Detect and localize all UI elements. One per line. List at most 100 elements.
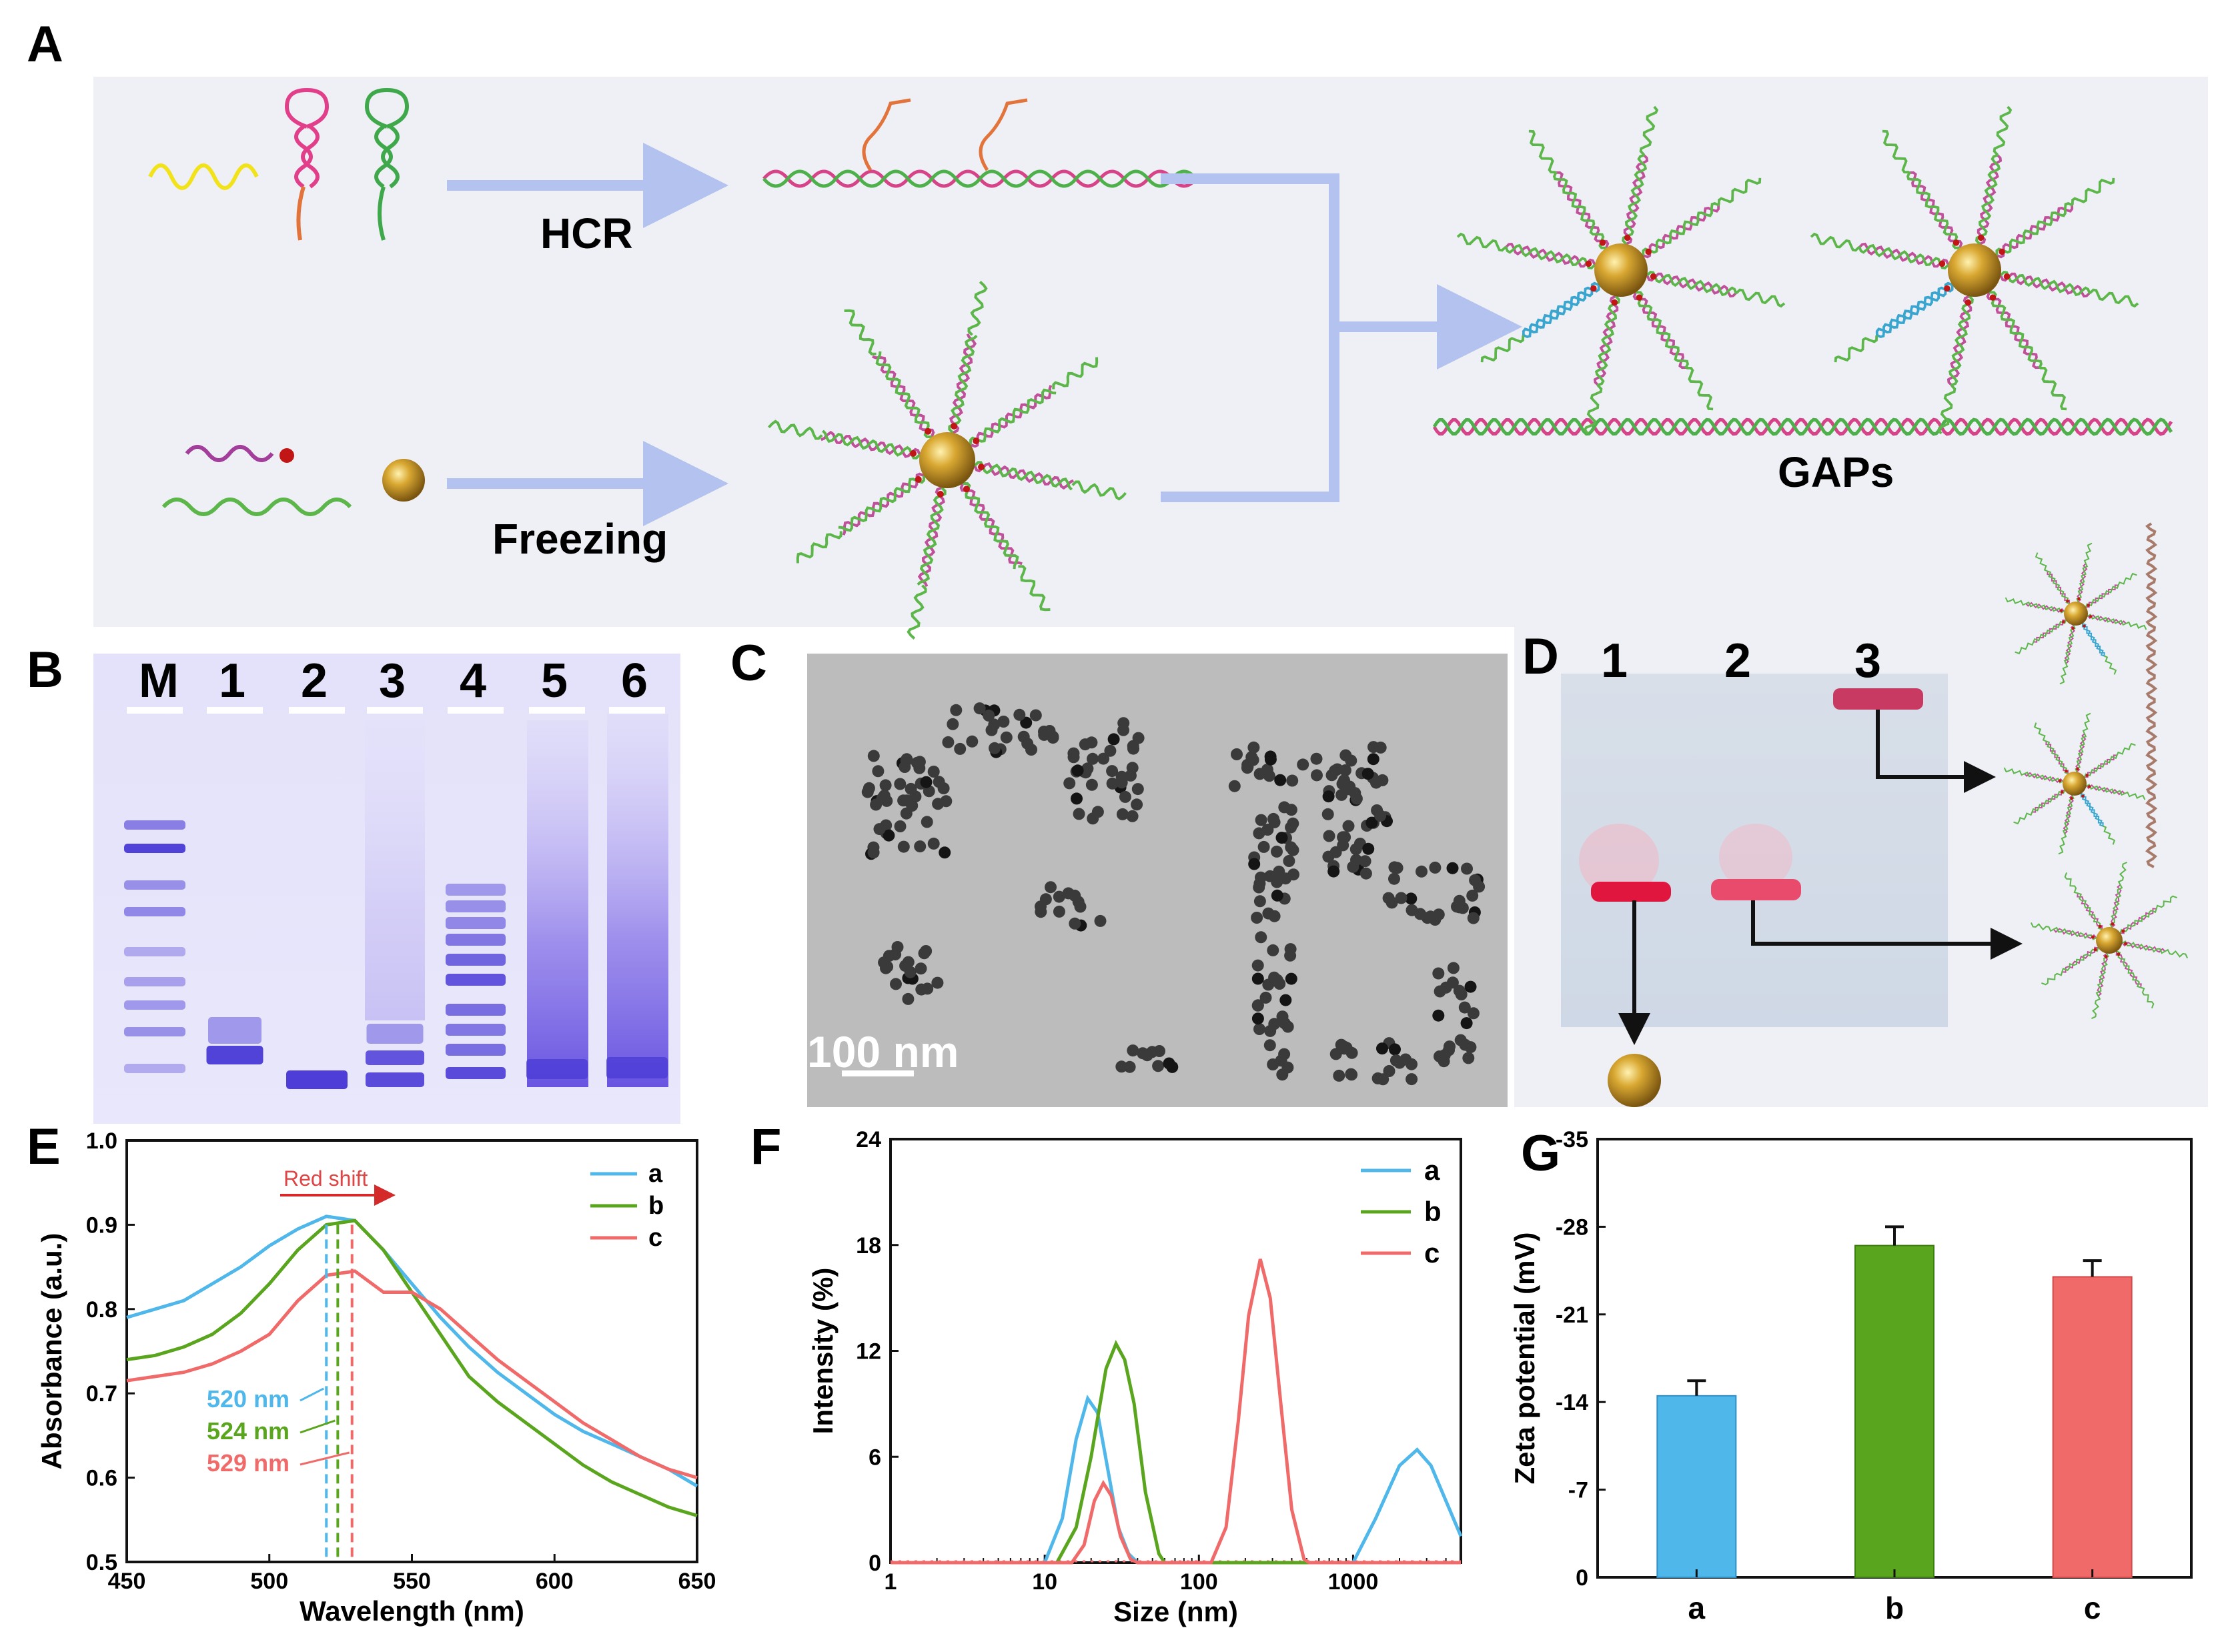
- gel-smear: [607, 714, 668, 1087]
- bare-aunp-icon: [1608, 1054, 1661, 1107]
- gel-band: [124, 977, 185, 986]
- legend-label-a: a: [648, 1160, 663, 1188]
- gel-band: [446, 900, 506, 912]
- gel-band: [366, 1072, 424, 1087]
- gel-band: [366, 1050, 424, 1065]
- panel-d: D 1 2 3: [1514, 522, 2208, 1107]
- gel-d-band-3: [1833, 688, 1923, 710]
- legend-label-c: c: [648, 1224, 662, 1252]
- gel-b-lane-2: 2: [301, 654, 328, 708]
- gel-band: [206, 1046, 263, 1064]
- y-tick-label: -14: [1556, 1390, 1588, 1415]
- y-tick-label: -21: [1556, 1303, 1588, 1328]
- y-tick-label: -7: [1568, 1478, 1588, 1503]
- y-axis-label: Intensity (%): [807, 1268, 839, 1435]
- scale-bar: [842, 1070, 914, 1076]
- y-tick-label: 18: [856, 1233, 881, 1259]
- panel-e: E 450 500 550 600 650 0.5 0.6 0.7 0.8 0.9 1.0 Wavel…: [27, 1118, 716, 1627]
- chart-e: 450 500 550 600 650 0.5 0.6 0.7 0.8 0.9 1.0 Wavelen…: [36, 1128, 716, 1627]
- gel-band: [124, 1027, 185, 1036]
- y-axis-label: Zeta potential (mV): [1509, 1232, 1540, 1484]
- y-tick-label: 0.7: [86, 1381, 117, 1407]
- series-c-line: [126, 1269, 698, 1479]
- aunp-dna-schematic: [2030, 861, 2189, 1020]
- legend-label-a: a: [1424, 1154, 1440, 1186]
- bar-a: [1656, 1395, 1737, 1578]
- gel-band: [446, 934, 506, 946]
- gaps-backbone: [1432, 418, 2173, 436]
- gel-band: [208, 1017, 261, 1044]
- y-tick-label: 0.5: [86, 1550, 117, 1575]
- panel-g: G 0 -7 -14 -21 -28 -35 Zeta potential (mV) a b c: [1509, 1125, 2193, 1625]
- gel-d-smear-2: [1719, 824, 1792, 890]
- y-tick-label: 24: [856, 1127, 881, 1152]
- gel-band: [446, 1004, 506, 1016]
- panel-e-label: E: [27, 1118, 61, 1175]
- gold-nanoparticle: [382, 459, 425, 502]
- y-tick-label: 12: [856, 1339, 881, 1365]
- panel-b-label: B: [27, 642, 63, 698]
- gaps-particle-2: [1810, 105, 2139, 435]
- tem-nanoparticles: [861, 702, 1486, 1086]
- y-tick-label: 0.9: [86, 1212, 117, 1238]
- x-category-label-a: a: [1688, 1591, 1706, 1625]
- peak-label-pointer: [300, 1451, 350, 1466]
- series-a-line: [891, 1395, 1463, 1565]
- aunp-dna-conjugate: [768, 281, 1127, 640]
- legend-label-b: b: [1424, 1196, 1442, 1227]
- y-tick-label: 0: [1576, 1565, 1588, 1591]
- gel-band: [446, 917, 506, 929]
- y-tick-label: -35: [1556, 1127, 1588, 1152]
- gel-band: [124, 1000, 185, 1010]
- legend-label-b: b: [648, 1192, 664, 1220]
- gel-band: [446, 1067, 506, 1079]
- x-tick-label: 1000: [1328, 1569, 1379, 1595]
- y-axis-label: Absorbance (a.u.): [36, 1233, 67, 1470]
- panel-a-background: [93, 77, 2208, 627]
- y-tick-label: 0.8: [86, 1297, 117, 1323]
- peak-label: 524 nm: [207, 1417, 290, 1445]
- panel-a: A HCR Fr: [27, 16, 2208, 640]
- gel-band: [446, 954, 506, 966]
- gel-band: [366, 1024, 424, 1044]
- hairpin-h1: [284, 87, 330, 241]
- initiator-strand: [148, 163, 259, 190]
- x-tick-label: 450: [108, 1569, 146, 1594]
- gel-d-smear-1: [1579, 824, 1659, 897]
- gaps-particle-1: [1456, 105, 1786, 435]
- x-category-label-b: b: [1885, 1591, 1904, 1625]
- gel-band: [286, 1070, 348, 1089]
- merge-bracket: [1161, 173, 1339, 502]
- gel-band: [606, 1057, 668, 1078]
- hairpin-h2: [364, 87, 410, 241]
- capture-strand: [161, 498, 352, 516]
- x-tick-label: 10: [1032, 1569, 1057, 1595]
- gel-band: [124, 844, 185, 853]
- arrow-lane-2: [1751, 900, 2023, 960]
- x-category-label-c: c: [2084, 1591, 2101, 1625]
- chart-g: 0 -7 -14 -21 -28 -35 Zeta potential (mV) a b c: [1509, 1127, 2133, 1625]
- panel-d-label: D: [1522, 628, 1559, 685]
- gaps-schematic-particle-1: [2005, 542, 2147, 685]
- y-tick-label: 6: [869, 1445, 881, 1470]
- chart-f-frame: [889, 1138, 1462, 1564]
- gel-band: [124, 947, 185, 956]
- chart-f: 1 10 100 1000 0 6 12 18 24 Size (nm) Intensity (%)…: [807, 1127, 1463, 1627]
- y-tick-label: 1.0: [86, 1128, 117, 1154]
- gel-d-lane-2: 2: [1724, 634, 1751, 688]
- gel-b-lane-M: M: [139, 654, 179, 708]
- gel-smear: [527, 720, 588, 1087]
- quencher-dot: [280, 448, 294, 463]
- gel-b-lane-5: 5: [541, 654, 568, 708]
- y-tick-label: 0.6: [86, 1466, 117, 1491]
- y-tick-label: 0: [869, 1551, 881, 1576]
- x-tick-label: 1: [885, 1569, 897, 1595]
- y-tick-label: -28: [1556, 1214, 1588, 1240]
- bar-b: [1854, 1245, 1934, 1578]
- gel-band: [446, 974, 506, 986]
- chart-e-frame: [125, 1139, 698, 1563]
- panel-c-label: C: [730, 635, 767, 692]
- gel-b-lane-1: 1: [219, 654, 245, 708]
